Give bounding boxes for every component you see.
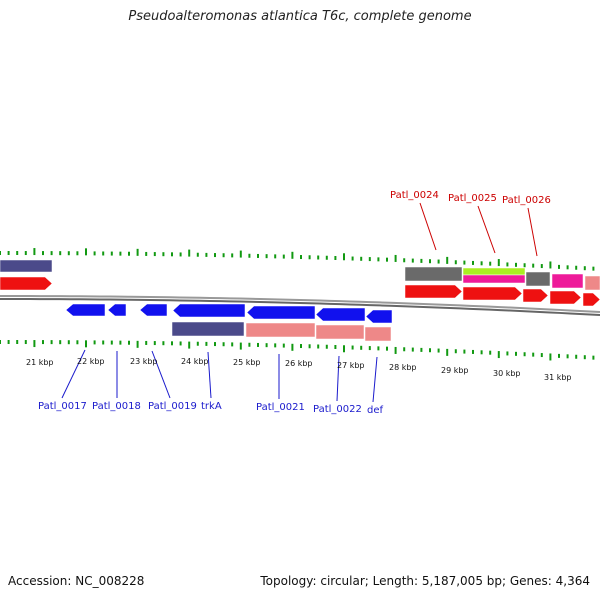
cog-block-0027 <box>551 273 584 289</box>
gene-label-patl_0019: Patl_0019 <box>148 401 197 412</box>
reverse-cds-0021 <box>246 305 316 320</box>
kbp-label: 24 kbp <box>181 357 209 366</box>
gene-label-trka: trkA <box>201 401 222 412</box>
kbp-label: 31 kbp <box>544 373 572 382</box>
cog-block-0024 <box>404 266 463 282</box>
topology-summary: Topology: circular; Length: 5,187,005 bp… <box>260 574 590 588</box>
cog-block-0025-lime <box>462 267 526 276</box>
reverse-cds-trkA <box>172 303 246 318</box>
reverse-cds-0022 <box>315 307 366 322</box>
callout-line-bottom <box>61 349 86 399</box>
kbp-scale: 21 kbp 22 kbp 23 kbp 24 kbp 25 kbp 26 kbp 27 k… <box>26 357 572 382</box>
map-title: Pseudoalteromonas atlantica T6c, complet… <box>128 9 472 24</box>
genome-backbone <box>0 295 600 316</box>
gene-label-def: def <box>367 405 384 416</box>
cog-block-0021 <box>245 322 316 338</box>
kbp-label: 28 kbp <box>389 363 417 372</box>
gene-label-patl_0026: Patl_0026 <box>502 195 551 206</box>
kbp-label: 30 kbp <box>493 369 521 378</box>
callout-line-top <box>477 205 496 254</box>
cog-block-def <box>364 326 392 342</box>
callout-line-top <box>419 202 437 251</box>
outer-tick-ring <box>0 248 595 271</box>
reverse-cds-0018 <box>107 303 127 317</box>
gene-label-patl_0022: Patl_0022 <box>313 404 362 415</box>
reverse-cds-0017 <box>65 303 106 317</box>
cog-block-0026 <box>525 271 551 287</box>
cog-block-0022 <box>315 324 365 340</box>
callout-line-bottom <box>336 355 340 402</box>
kbp-label: 27 kbp <box>337 361 365 370</box>
callout-line-bottom <box>372 356 378 403</box>
forward-cds-0027 <box>549 290 582 305</box>
cog-block-0025-magenta <box>462 274 526 284</box>
kbp-label: 29 kbp <box>441 366 469 375</box>
gene-callouts: Patl_0024 Patl_0025 Patl_0026 Patl_0017 Patl… <box>38 190 551 416</box>
forward-cds-0025 <box>462 286 523 301</box>
callout-line-top <box>527 207 538 257</box>
forward-cds-0028 <box>582 292 600 307</box>
backbone-line-outer <box>0 295 600 313</box>
cog-block-0028 <box>584 275 600 291</box>
kbp-label: 23 kbp <box>130 357 158 366</box>
inner-tick-ring <box>0 340 595 361</box>
kbp-label: 25 kbp <box>233 358 261 367</box>
gene-label-patl_0021: Patl_0021 <box>256 402 305 413</box>
gene-label-patl_0024: Patl_0024 <box>390 190 439 201</box>
reverse-cds-0019 <box>139 303 168 317</box>
forward-cds-0024 <box>404 284 463 299</box>
kbp-label: 22 kbp <box>77 357 105 366</box>
gene-label-patl_0025: Patl_0025 <box>448 193 497 204</box>
callout-line-bottom <box>207 351 212 399</box>
gene-label-patl_0018: Patl_0018 <box>92 401 141 412</box>
cog-block-left <box>0 259 53 273</box>
gene-label-patl_0017: Patl_0017 <box>38 401 87 412</box>
kbp-label: 21 kbp <box>26 358 54 367</box>
accession-text: Accession: NC_008228 <box>8 574 145 588</box>
kbp-label: 26 kbp <box>285 359 313 368</box>
reverse-cds-def <box>365 309 393 324</box>
forward-cds-left <box>0 276 53 291</box>
backbone-line-inner <box>0 298 600 316</box>
callout-line-bottom <box>151 350 171 399</box>
cog-block-trkA <box>171 321 245 337</box>
feature-tracks <box>0 259 600 342</box>
forward-cds-0026 <box>522 288 549 303</box>
